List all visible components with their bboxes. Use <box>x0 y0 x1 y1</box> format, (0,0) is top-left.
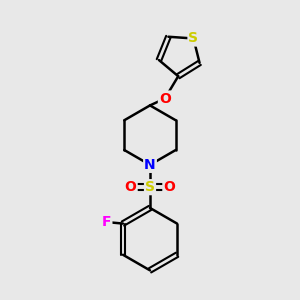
Text: S: S <box>145 180 155 194</box>
Text: O: O <box>164 180 175 194</box>
Text: O: O <box>159 92 171 106</box>
Text: O: O <box>125 180 136 194</box>
Text: S: S <box>188 32 199 46</box>
Text: F: F <box>102 215 111 229</box>
Text: N: N <box>144 158 156 172</box>
